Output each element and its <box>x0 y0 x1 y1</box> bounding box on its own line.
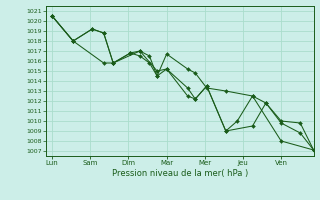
X-axis label: Pression niveau de la mer( hPa ): Pression niveau de la mer( hPa ) <box>112 169 248 178</box>
